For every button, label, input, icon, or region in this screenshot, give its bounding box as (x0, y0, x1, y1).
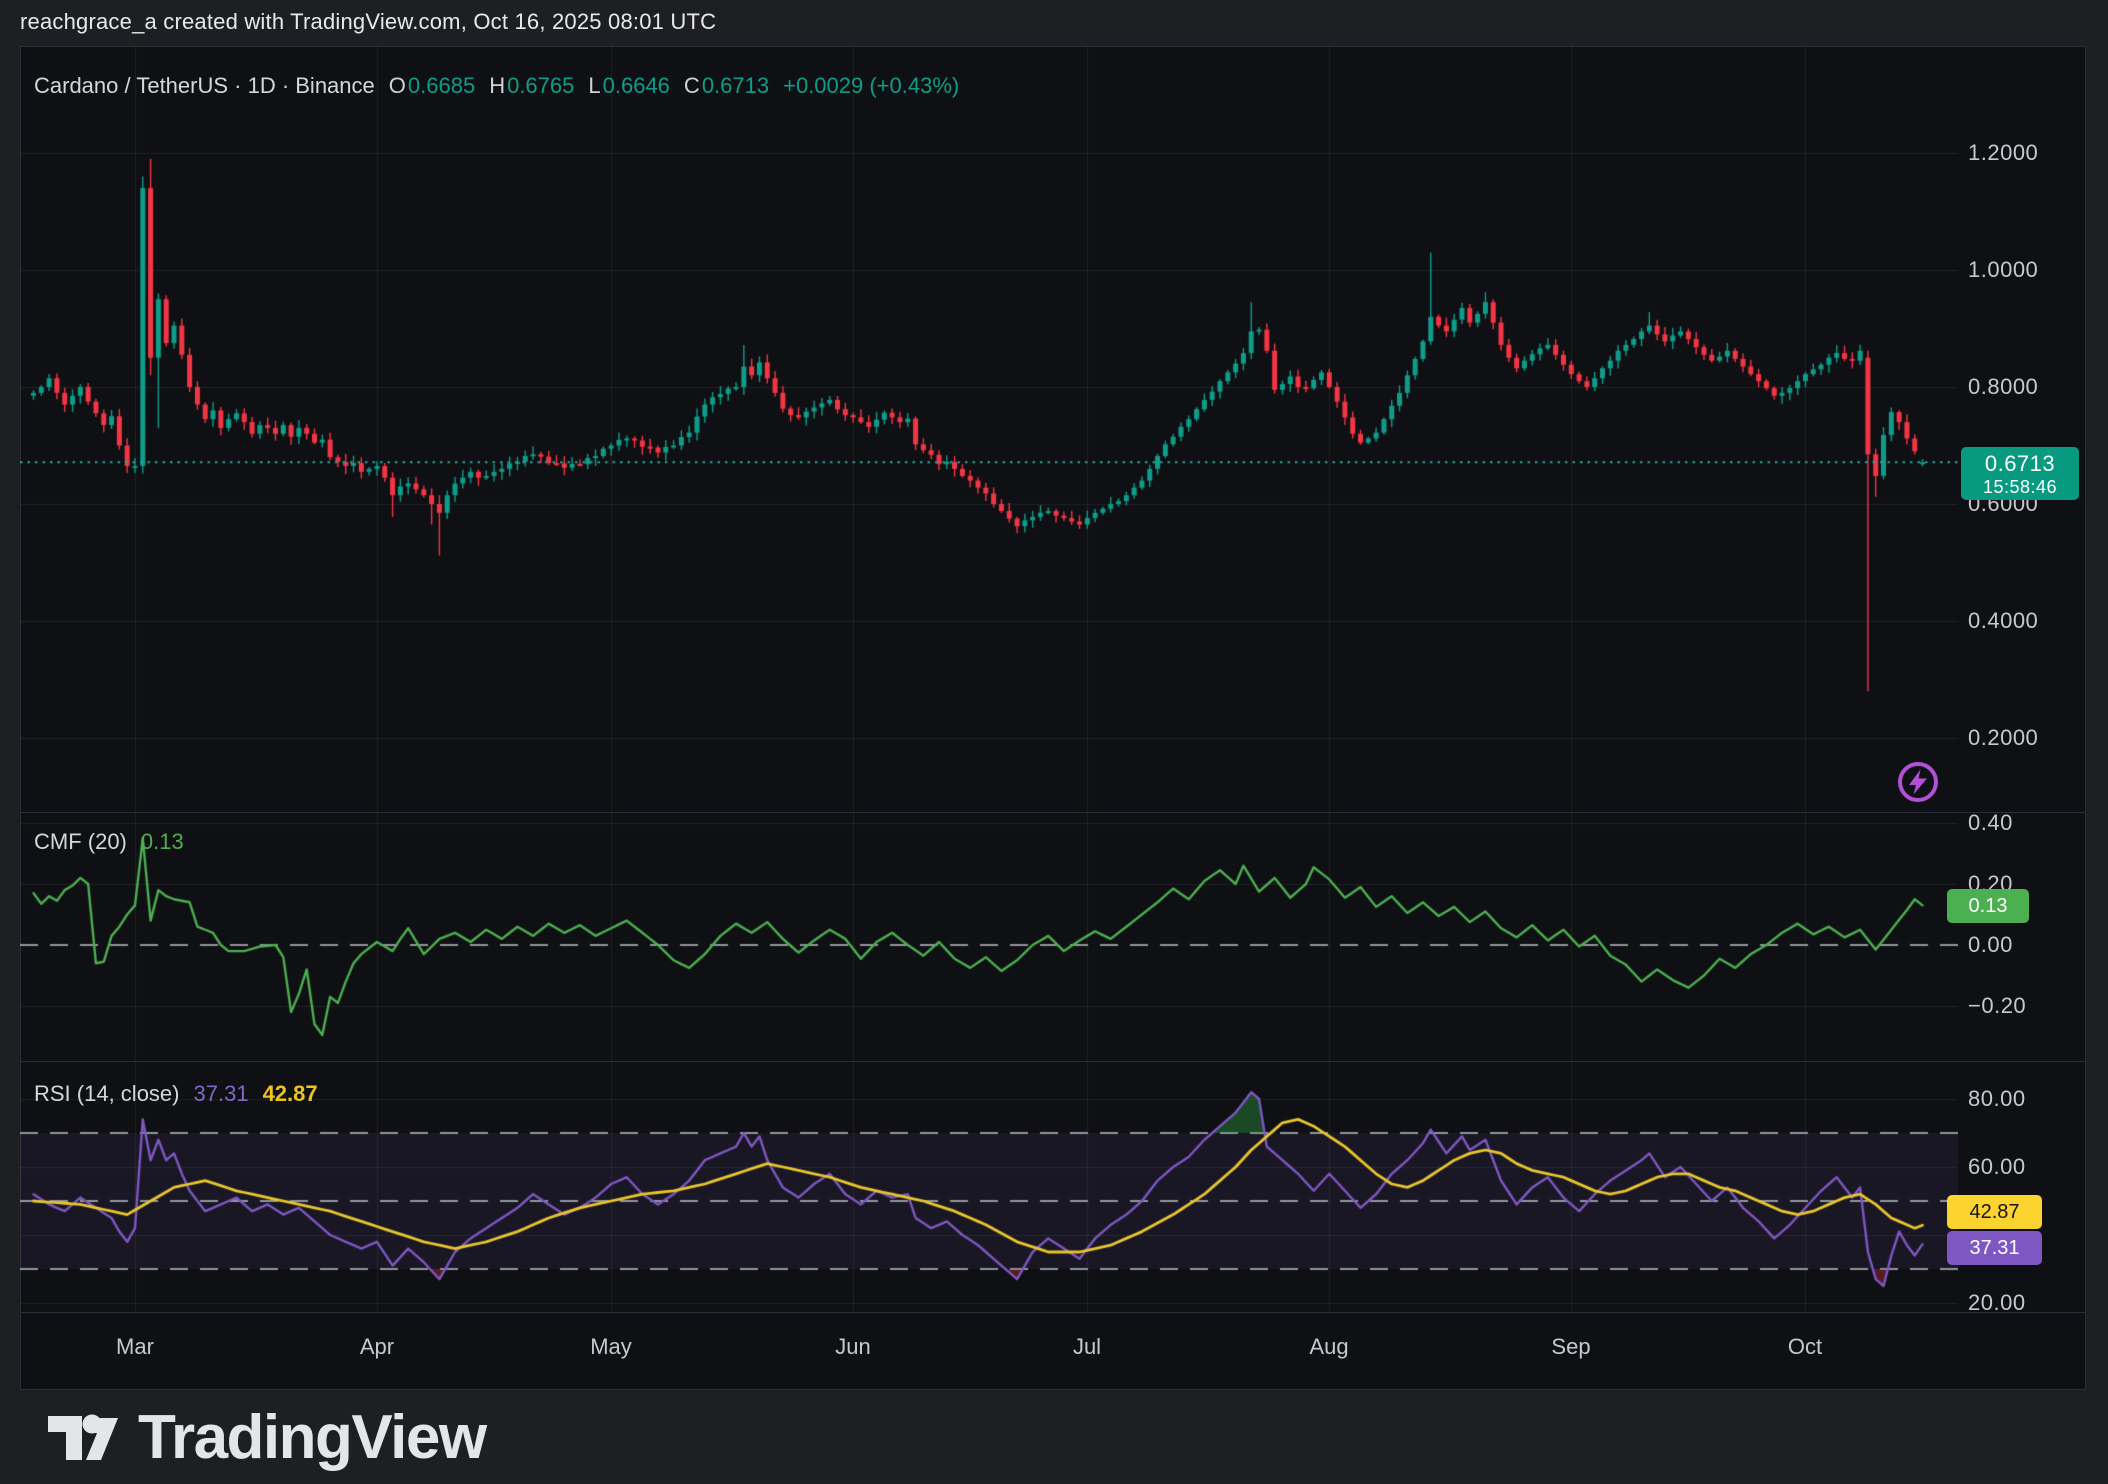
attribution-bar: reachgrace_a created with TradingView.co… (20, 9, 716, 35)
tradingview-wordmark: TradingView (138, 1402, 486, 1474)
rsi-legend[interactable]: RSI (14, close) 37.31 42.87 (34, 1081, 318, 1107)
ohlc-high: H0.6765 (489, 73, 574, 99)
rsi-title[interactable]: RSI (14, close) (34, 1081, 180, 1107)
tradingview-logo[interactable]: TradingView (44, 1402, 486, 1474)
pane-separator (20, 1312, 2086, 1313)
cmf-value: 0.13 (141, 829, 184, 855)
symbol-title[interactable]: Cardano / TetherUS · 1D · Binance (34, 73, 375, 99)
cmf-legend[interactable]: CMF (20) 0.13 (34, 829, 184, 855)
rsi-value: 37.31 (194, 1081, 249, 1107)
pane-separator[interactable] (20, 1061, 2086, 1062)
last-price-value: 0.6713 (1985, 451, 2055, 477)
cmf-value-badge: 0.13 (1947, 889, 2029, 923)
rsi-value-badge: 37.31 (1947, 1231, 2042, 1265)
price-change: +0.0029 (+0.43%) (783, 73, 959, 99)
symbol-legend[interactable]: Cardano / TetherUS · 1D · Binance O0.668… (34, 73, 959, 99)
ohlc-open: O0.6685 (389, 73, 475, 99)
tradingview-logo-icon (44, 1402, 120, 1474)
ohlc-close: C0.6713 (684, 73, 769, 99)
rsi-ma-value-badge: 42.87 (1947, 1195, 2042, 1229)
pane-separator[interactable] (20, 812, 2086, 813)
cmf-title[interactable]: CMF (20) (34, 829, 127, 855)
attribution-text: reachgrace_a created with TradingView.co… (20, 9, 716, 34)
cmf-indicator-canvas[interactable] (20, 812, 1958, 1061)
price-chart-canvas[interactable] (20, 46, 1958, 812)
lightning-boost-icon (1896, 760, 1940, 804)
ohlc-low: L0.6646 (588, 73, 670, 99)
bar-countdown: 15:58:46 (1983, 477, 2057, 497)
rsi-ma-value: 42.87 (263, 1081, 318, 1107)
last-price-badge: 0.6713 15:58:46 (1961, 447, 2079, 500)
